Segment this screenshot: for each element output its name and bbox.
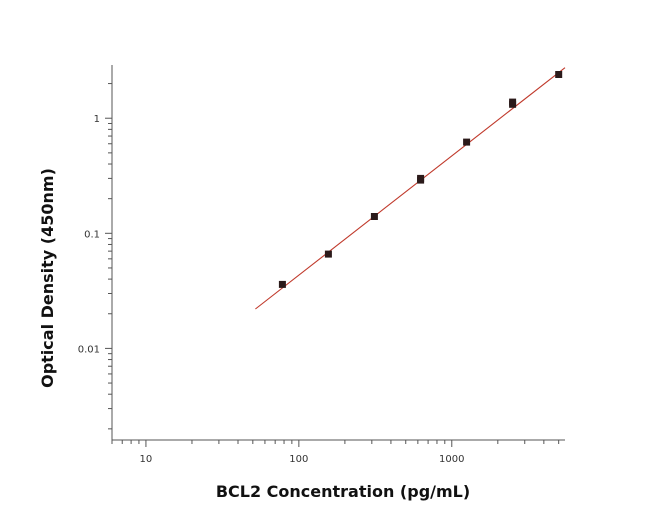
x-tick-label: 10 (140, 454, 153, 465)
data-point (509, 98, 517, 106)
data-point (370, 213, 378, 220)
fit-curve-layer (255, 67, 566, 310)
y-axis-title: Optical Density (450nm) (38, 168, 57, 388)
fit-curve (255, 67, 566, 310)
y-tick-label: 0.01 (78, 344, 100, 355)
data-point (555, 71, 563, 78)
tick-labels-layer: 10 100 1000 0.01 0.1 1 (78, 114, 465, 465)
y-tick-label: 1 (94, 114, 100, 125)
data-point (463, 138, 471, 146)
x-tick-label: 1000 (439, 454, 464, 465)
x-tick-label: 100 (289, 454, 308, 465)
x-axis-title: BCL2 Concentration (pg/mL) (216, 482, 470, 501)
data-points-layer (278, 71, 563, 288)
y-tick-label: 0.1 (84, 229, 100, 240)
axes (105, 65, 565, 447)
data-point (278, 280, 286, 288)
data-point (324, 250, 332, 258)
data-point (417, 174, 425, 182)
